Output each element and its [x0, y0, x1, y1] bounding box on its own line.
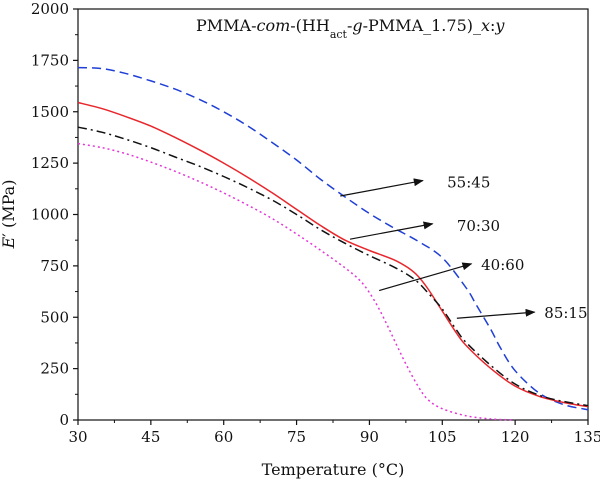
title-part: PMMA- [196, 16, 257, 35]
y-tick-label: 1250 [31, 154, 69, 172]
x-tick-label: 75 [287, 428, 306, 446]
x-tick-label: 105 [428, 428, 457, 446]
title-part: x [481, 16, 490, 35]
title-part: com [257, 16, 291, 35]
annotation-label: 85:15 [544, 304, 587, 322]
series-line-85-15 [77, 126, 589, 407]
title-part: y [494, 16, 505, 35]
series-line-70-30 [77, 101, 589, 408]
plot-frame [77, 8, 589, 421]
series-layer [77, 66, 589, 421]
title-part: - [347, 16, 352, 35]
y-tick-label: 1750 [31, 51, 69, 69]
y-tick-label: 250 [40, 360, 69, 378]
series-line-40-60 [77, 142, 516, 421]
annotation-arrow [349, 221, 434, 240]
annotation-layer: 55:45 70:30 40:60 85:15 [340, 174, 588, 322]
x-axis-title: Temperature (°C) [262, 460, 405, 479]
x-tick-label: 90 [360, 428, 379, 446]
tick-layer: 30 45 60 75 90 105 120 135 0 250 500 750 1000 1250 150… [31, 0, 600, 446]
x-tick-label: 120 [501, 428, 530, 446]
series-line-55-45 [77, 66, 589, 411]
annotation-arrow [456, 308, 536, 319]
title-part: act [330, 28, 348, 41]
y-axis-title-part: ′ (MPa) [0, 180, 18, 237]
y-axis-title-part: E [0, 236, 18, 249]
annotation-arrow [340, 178, 424, 197]
title-part: g [352, 16, 362, 35]
y-tick-label: 2000 [31, 0, 69, 18]
annotation-arrow [378, 262, 473, 292]
y-tick-label: 0 [59, 411, 69, 429]
x-tick-label: 30 [68, 428, 87, 446]
title-part: : [490, 16, 495, 35]
x-tick-label: 135 [574, 428, 600, 446]
y-tick-label: 500 [40, 308, 69, 326]
y-tick-label: 750 [40, 257, 69, 275]
annotation-label: 40:60 [481, 256, 524, 274]
x-tick-label: 60 [214, 428, 233, 446]
y-tick-label: 1000 [31, 206, 69, 224]
y-tick-label: 1500 [31, 103, 69, 121]
chart-title: PMMA-com-(HHact-g-PMMA_1.75)_x:y [196, 16, 505, 41]
title-part: -PMMA_1.75)_ [363, 16, 481, 35]
title-part: -(HH [290, 16, 330, 35]
x-tick-label: 45 [141, 428, 160, 446]
y-axis-title: E′ (MPa) [0, 180, 18, 250]
annotation-label: 55:45 [447, 174, 490, 192]
annotation-label: 70:30 [457, 217, 500, 235]
